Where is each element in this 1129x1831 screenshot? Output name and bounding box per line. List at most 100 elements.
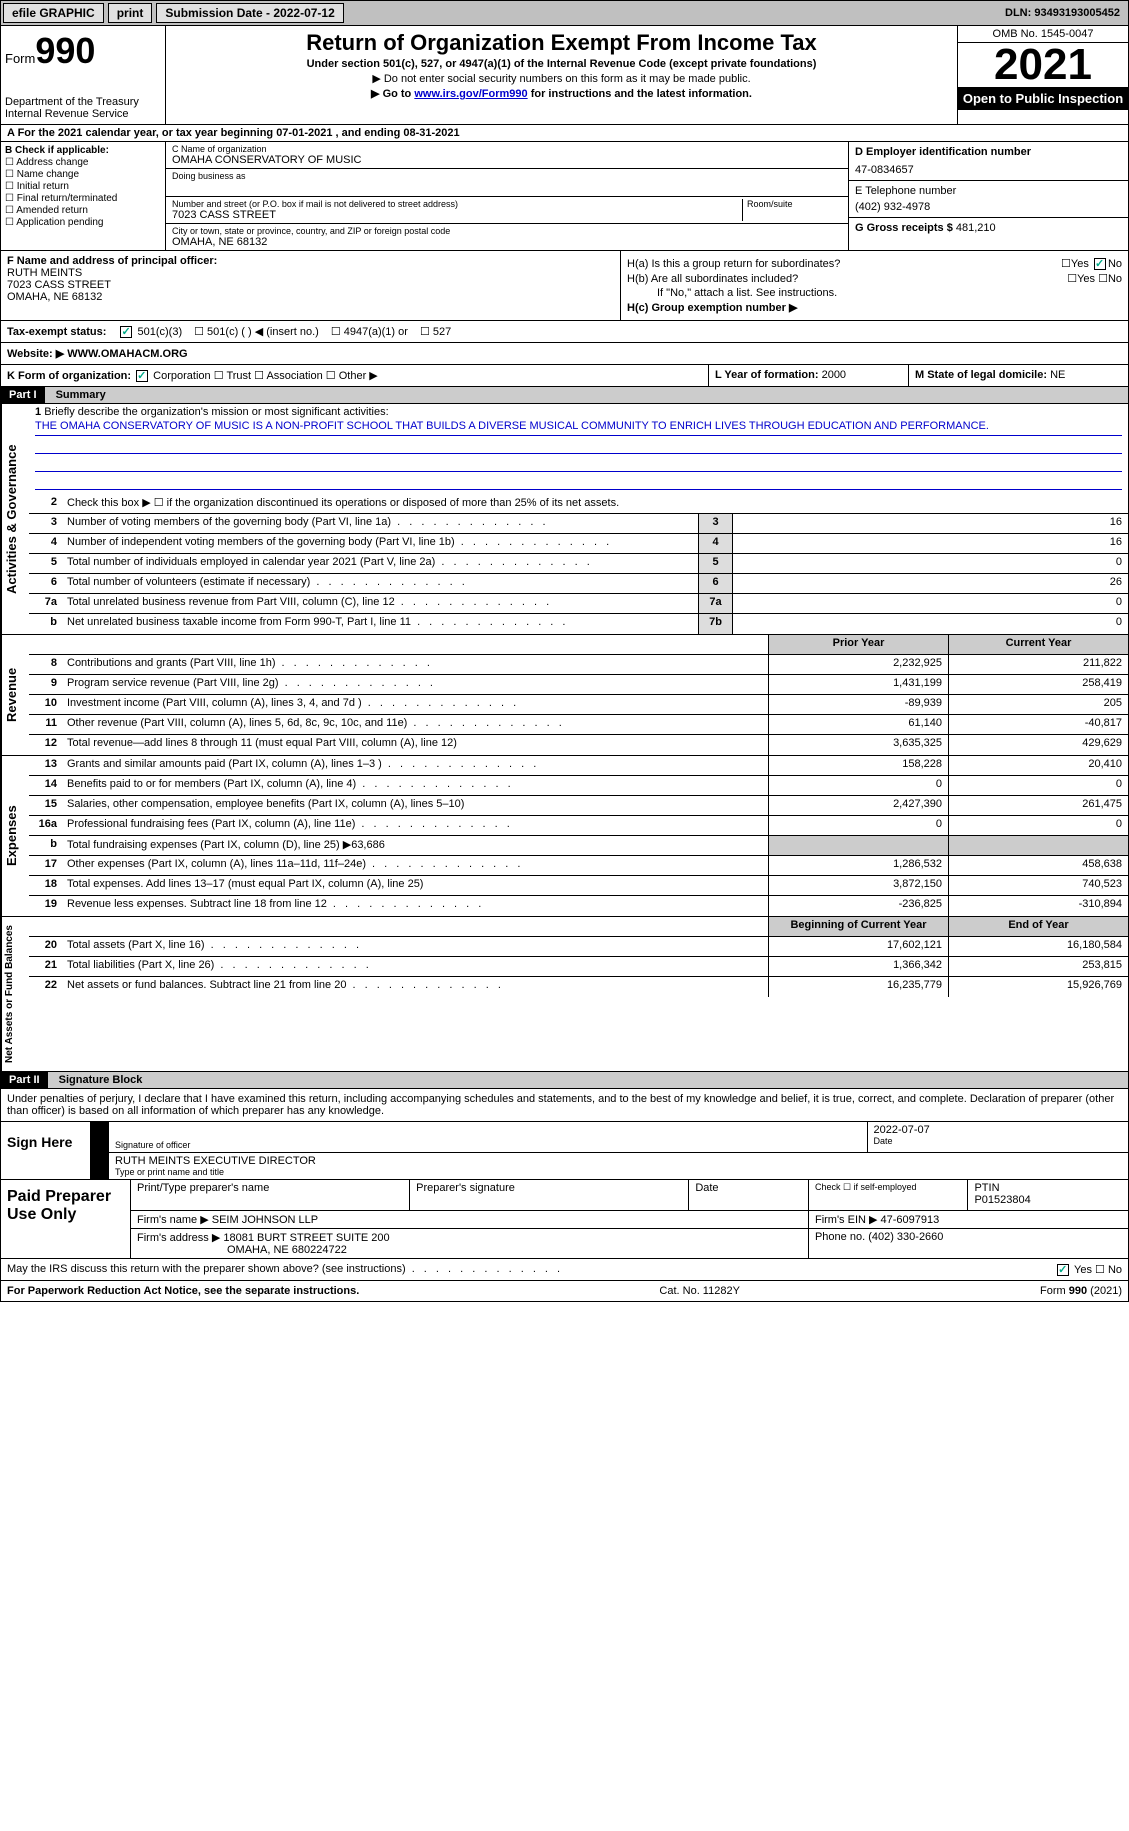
l-val: 2000 [822, 369, 846, 381]
section-expenses: Expenses 13Grants and similar amounts pa… [0, 756, 1129, 917]
submission-date: Submission Date - 2022-07-12 [156, 3, 343, 23]
discuss-yes-checked [1057, 1264, 1069, 1276]
l19: Revenue less expenses. Subtract line 18 … [63, 896, 768, 916]
side-expenses: Expenses [1, 756, 29, 916]
v5: 0 [732, 554, 1128, 573]
street-lbl: Number and street (or P.O. box if mail i… [172, 199, 742, 209]
dept-label: Department of the Treasury [5, 96, 161, 108]
l7b: Net unrelated business taxable income fr… [63, 614, 698, 634]
form-title: Return of Organization Exempt From Incom… [174, 30, 949, 56]
end-hdr: End of Year [948, 917, 1128, 936]
row-j: Website: ▶ WWW.OMAHACM.ORG [0, 343, 1129, 365]
print-button[interactable]: print [108, 3, 153, 23]
open-inspection: Open to Public Inspection [958, 87, 1128, 110]
dln-label: DLN: 93493193005452 [1005, 7, 1126, 19]
c-name-lbl: C Name of organization [172, 144, 842, 154]
mission-text: THE OMAHA CONSERVATORY OF MUSIC IS A NON… [35, 420, 1122, 436]
l16a: Professional fundraising fees (Part IX, … [63, 816, 768, 835]
side-revenue: Revenue [1, 635, 29, 755]
l1-text: Briefly describe the organization's miss… [44, 406, 388, 418]
cb-address: ☐ Address change [5, 157, 161, 168]
ha-no-checked [1094, 258, 1106, 270]
hb-note: If "No," attach a list. See instructions… [657, 287, 1122, 299]
row-k: K Form of organization: Corporation ☐ Tr… [0, 365, 1129, 387]
row-a-period: A For the 2021 calendar year, or tax yea… [0, 125, 1129, 142]
form-subtitle: Under section 501(c), 527, or 4947(a)(1)… [174, 58, 949, 70]
l3: Number of voting members of the governin… [63, 514, 698, 533]
firm-name: SEIM JOHNSON LLP [212, 1214, 318, 1226]
top-toolbar: efile GRAPHIC print Submission Date - 20… [0, 0, 1129, 26]
l8: Contributions and grants (Part VIII, lin… [63, 655, 768, 674]
v6: 26 [732, 574, 1128, 593]
l22: Net assets or fund balances. Subtract li… [63, 977, 768, 997]
l15: Salaries, other compensation, employee b… [63, 796, 768, 815]
l9: Program service revenue (Part VIII, line… [63, 675, 768, 694]
form-footer: Form 990 (2021) [1040, 1285, 1122, 1297]
part1-header: Part I Summary [0, 387, 1129, 404]
arrow-icon [91, 1122, 109, 1152]
v4: 16 [732, 534, 1128, 553]
begin-hdr: Beginning of Current Year [768, 917, 948, 936]
f-lbl: F Name and address of principal officer: [7, 255, 614, 267]
row-i: Tax-exempt status: 501(c)(3) ☐ 501(c) ( … [0, 321, 1129, 343]
ha-lbl: H(a) Is this a group return for subordin… [627, 258, 840, 270]
room-lbl: Room/suite [747, 199, 842, 209]
501c3-checked [120, 326, 132, 338]
k-corp-checked [136, 370, 148, 382]
f-name: RUTH MEINTS [7, 267, 614, 279]
m-lbl: M State of legal domicile: [915, 369, 1047, 381]
side-net: Net Assets or Fund Balances [1, 917, 29, 1071]
goto-pre: ▶ Go to [371, 88, 414, 100]
k-lbl: K Form of organization: [7, 370, 131, 382]
irs-link[interactable]: www.irs.gov/Form990 [414, 88, 527, 100]
tax-year: 2021 [958, 43, 1128, 87]
block-bcdefg: B Check if applicable: ☐ Address change … [0, 142, 1129, 251]
form-number: 990 [35, 30, 95, 71]
f-street: 7023 CASS STREET [7, 279, 614, 291]
side-activities: Activities & Governance [1, 404, 29, 634]
b-title: B Check if applicable: [5, 145, 161, 156]
section-activities: Activities & Governance 1 Briefly descri… [0, 404, 1129, 635]
sign-here-lbl: Sign Here [1, 1122, 91, 1179]
cb-final: ☐ Final return/terminated [5, 193, 161, 204]
v7a: 0 [732, 594, 1128, 613]
pra-notice: For Paperwork Reduction Act Notice, see … [7, 1285, 359, 1297]
part2-header: Part II Signature Block [0, 1072, 1129, 1089]
e-phone-lbl: E Telephone number [855, 185, 1122, 197]
irs-discuss-row: May the IRS discuss this return with the… [0, 1259, 1129, 1281]
page-footer: For Paperwork Reduction Act Notice, see … [0, 1281, 1129, 1302]
dba-lbl: Doing business as [172, 171, 842, 181]
l7a: Total unrelated business revenue from Pa… [63, 594, 698, 613]
f-city: OMAHA, NE 68132 [7, 291, 614, 303]
l5: Total number of individuals employed in … [63, 554, 698, 573]
paid-preparer-block: Paid Preparer Use Only Print/Type prepar… [0, 1180, 1129, 1259]
perjury-decl: Under penalties of perjury, I declare th… [0, 1089, 1129, 1122]
l4: Number of independent voting members of … [63, 534, 698, 553]
cb-name: ☐ Name change [5, 169, 161, 180]
form-header: Form990 Department of the Treasury Inter… [0, 26, 1129, 125]
section-revenue: Revenue Prior YearCurrent Year 8Contribu… [0, 635, 1129, 756]
hc-lbl: H(c) Group exemption number ▶ [627, 301, 797, 314]
irs-label: Internal Revenue Service [5, 108, 161, 120]
l10: Investment income (Part VIII, column (A)… [63, 695, 768, 714]
cb-pending: ☐ Application pending [5, 217, 161, 228]
v7b: 0 [732, 614, 1128, 634]
l12: Total revenue—add lines 8 through 11 (mu… [63, 735, 768, 755]
city-lbl: City or town, state or province, country… [172, 226, 842, 236]
l21: Total liabilities (Part X, line 26) [63, 957, 768, 976]
street-val: 7023 CASS STREET [172, 209, 742, 221]
cat-no: Cat. No. 11282Y [659, 1285, 740, 1297]
l6: Total number of volunteers (estimate if … [63, 574, 698, 593]
section-netassets: Net Assets or Fund Balances Beginning of… [0, 917, 1129, 1072]
l13: Grants and similar amounts paid (Part IX… [63, 756, 768, 775]
hb-lbl: H(b) Are all subordinates included? [627, 273, 798, 285]
goto-post: for instructions and the latest informat… [528, 88, 752, 100]
ssn-warning: ▶ Do not enter social security numbers o… [174, 72, 949, 85]
prior-hdr: Prior Year [768, 635, 948, 654]
cb-amended: ☐ Amended return [5, 205, 161, 216]
l17: Other expenses (Part IX, column (A), lin… [63, 856, 768, 875]
city-val: OMAHA, NE 68132 [172, 236, 842, 248]
l20: Total assets (Part X, line 16) [63, 937, 768, 956]
sign-here-block: Sign Here Signature of officer 2022-07-0… [0, 1122, 1129, 1180]
l-lbl: L Year of formation: [715, 369, 819, 381]
